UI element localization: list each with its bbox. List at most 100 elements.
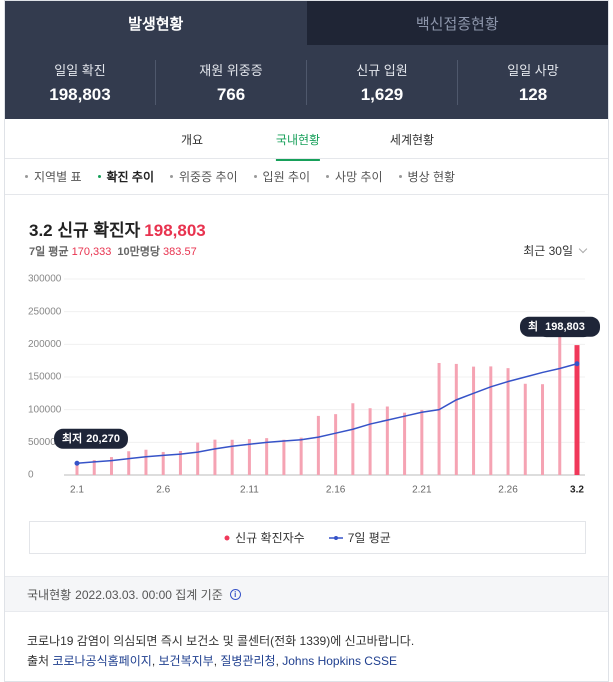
info-icon[interactable]: i (229, 588, 241, 600)
average-dot (574, 361, 580, 367)
stat-value: 766 (216, 84, 246, 104)
legend-label: 7일 평균 (347, 531, 391, 545)
bar (282, 439, 286, 475)
legend-swatch (224, 535, 230, 540)
tab[interactable]: 백신접종현황 (306, 1, 608, 45)
y-tick-label: 250000 (28, 306, 62, 317)
footer-label: 국내현황 (27, 587, 72, 602)
bar (523, 383, 527, 475)
per-value: 383.57 (163, 246, 197, 258)
bar (161, 451, 165, 475)
tooltip-part: 최저 (62, 431, 82, 445)
bar (574, 345, 580, 475)
avg-value: 170,333 (71, 246, 112, 258)
tab[interactable]: 발생현황 (5, 1, 307, 45)
legend-item: 신규 확진자수 (224, 529, 305, 546)
stat-value: 1,629 (360, 84, 404, 104)
filter[interactable]: 병상 현황 (399, 168, 456, 185)
bar (472, 366, 476, 475)
source-link[interactable]: 질병관리청 (220, 654, 276, 668)
chart-title-row: 3.2 신규 확진자 198,803 (29, 216, 206, 241)
bar (247, 439, 251, 475)
stat: 일일 확진 198,803 (5, 60, 155, 105)
stat-label: 재원 위중증 (199, 62, 263, 78)
tooltip: 198,803 (537, 317, 593, 338)
notice-text: 코로나19 감염이 의심되면 즉시 보건소 및 콜센터(전화 1339)에 신고… (27, 634, 415, 648)
filter[interactable]: 입원 추이 (254, 168, 311, 185)
tooltip-box (537, 317, 593, 338)
x-tick-label: 2.11 (240, 485, 259, 496)
tabs: 발생현황 백신접종현황 (5, 1, 608, 45)
bar (230, 439, 234, 475)
stat-value: 128 (518, 84, 548, 104)
footer-time: 2022.03.03. 00:00 집계 기준 (75, 587, 223, 602)
stats: 일일 확진 198,803 재원 위중증 766 신규 입원 1,629 일일 사망 1… (5, 45, 608, 119)
stat-label: 일일 사망 (507, 62, 559, 78)
bar (196, 442, 200, 475)
bar (541, 384, 545, 475)
bar (437, 362, 441, 475)
tooltip: 최저 20,270 (54, 428, 128, 449)
legend-dot (333, 535, 338, 540)
tooltip-part: 198,803 (545, 321, 585, 333)
status-card: 발생현황 백신접종현황 일일 확진 198,803 재원 위중증 766 신규 입원… (4, 0, 609, 682)
bar (368, 408, 372, 475)
legend-item: 7일 평균 (328, 529, 391, 546)
period-select[interactable]: 최근 30일 (523, 242, 586, 259)
tooltip-text: 최저 20,270 (62, 431, 120, 445)
average-line (76, 362, 578, 464)
bar (127, 451, 131, 475)
bar (92, 460, 96, 475)
x-tick-label: 2.26 (498, 485, 518, 496)
bar (299, 437, 303, 475)
x-tick-label: 2.6 (156, 485, 170, 496)
stat-value: 198,803 (49, 84, 111, 104)
filters: 지역별 표 확진 추이 위중증 추이 입원 추이 사망 추이 병상 현황 (5, 159, 608, 195)
filter[interactable]: 지역별 표 (25, 168, 82, 185)
bar (403, 412, 407, 475)
subtab[interactable]: 국내현황 (275, 131, 321, 161)
legend-swatch (328, 535, 343, 540)
chart-title: 3.2 신규 확진자 (29, 221, 141, 240)
bar (420, 409, 424, 475)
x-tick-label: 2.21 (412, 485, 432, 496)
stat: 일일 사망 128 (457, 59, 608, 105)
y-tick-label: 100000 (28, 404, 62, 415)
notice: 코로나19 감염이 의심되면 즉시 보건소 및 콜센터(전화 1339)에 신고… (27, 631, 414, 671)
source-link[interactable]: 보건복지부 (158, 654, 214, 668)
y-tick-label: 0 (28, 470, 34, 481)
bar (334, 414, 338, 475)
subtabs: 개요 국내현황 세계현황 (5, 119, 608, 161)
x-tick-label: 3.2 (570, 485, 584, 496)
x-tick-label: 2.1 (70, 485, 84, 496)
bar (144, 449, 148, 475)
average-dot (74, 460, 80, 466)
tooltip-part: 20,270 (86, 433, 120, 445)
source-link[interactable]: 코로나공식홈페이지 (52, 654, 152, 668)
legend: 신규 확진자수 7일 평균 (29, 521, 586, 554)
bar (109, 457, 113, 475)
subtab[interactable]: 세계현황 (389, 133, 435, 147)
subtab[interactable]: 개요 (180, 133, 204, 147)
chart-subtitle-row: 7일 평균 170,333 10만명당 383.57 (29, 243, 203, 259)
bar (454, 363, 458, 475)
per-label: 10만명당 (117, 246, 160, 258)
bar (265, 438, 269, 475)
source-label: 출처 (27, 654, 50, 668)
y-tick-label: 200000 (28, 339, 62, 350)
tooltip-text: 198,803 (545, 321, 585, 333)
filter[interactable]: 위중증 추이 (170, 168, 238, 185)
bar (489, 366, 493, 475)
bar (351, 403, 355, 475)
stat: 재원 위중증 766 (155, 59, 306, 105)
filter[interactable]: 확진 추이 (98, 168, 155, 185)
filter[interactable]: 사망 추이 (326, 168, 383, 185)
bar (213, 439, 217, 475)
legend-label: 신규 확진자수 (235, 531, 305, 545)
chart: 0 50000 100000 150000 200000 250000 300000 2.1 2… (28, 274, 601, 496)
bar (316, 415, 320, 475)
bar (75, 461, 79, 475)
source-link[interactable]: Johns Hopkins CSSE (282, 654, 397, 668)
footer: 국내현황 2022.03.03. 00:00 집계 기준 i (5, 576, 608, 612)
